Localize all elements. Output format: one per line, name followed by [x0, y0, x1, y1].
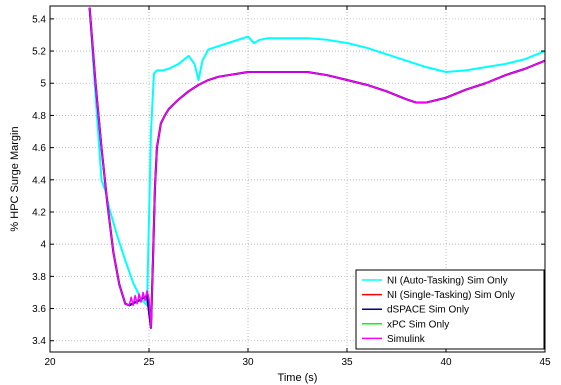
y-tick-label: 5 — [40, 79, 46, 90]
x-tick-label: 25 — [143, 357, 155, 368]
x-tick-label: 35 — [341, 357, 353, 368]
y-tick-label: 3.4 — [32, 336, 46, 347]
y-tick-label: 4.2 — [32, 207, 46, 218]
x-tick-label: 40 — [440, 357, 452, 368]
legend-entry: NI (Auto-Tasking) Sim Only — [387, 276, 508, 287]
y-tick-label: 3.6 — [32, 304, 46, 315]
y-tick-label: 4 — [40, 240, 46, 251]
x-axis-label: Time (s) — [278, 372, 318, 384]
y-tick-label: 5.4 — [32, 14, 46, 25]
legend-entry: xPC Sim Only — [387, 319, 449, 330]
series-line-4 — [88, 7, 545, 329]
x-tick-label: 20 — [44, 357, 56, 368]
y-tick-label: 5.2 — [32, 47, 46, 58]
y-tick-label: 3.8 — [32, 272, 46, 283]
series-line-0 — [88, 7, 545, 307]
plot-frame — [49, 5, 546, 353]
y-tick-label: 4.4 — [32, 175, 46, 186]
axis-ticks: 20 25 30 35 40 45 3.4 3.6 3.8 4 4.2 4.4 4.6 4.8 5 5.2 5.… — [32, 6, 551, 368]
legend-box — [355, 269, 545, 350]
y-tick-label: 4.6 — [32, 143, 46, 154]
series-lines — [88, 7, 545, 329]
x-tick-label: 30 — [242, 357, 254, 368]
legend-entry: NI (Single-Tasking) Sim Only — [387, 290, 515, 301]
legend-entry: Simulink — [387, 334, 426, 345]
legend-entry: dSPACE Sim Only — [387, 305, 469, 316]
legend: NI (Auto-Tasking) Sim Only NI (Single-Tas… — [355, 269, 545, 350]
y-tick-label: 4.8 — [32, 111, 46, 122]
x-tick-label: 45 — [539, 357, 551, 368]
y-axis-label: % HPC Surge Margin — [9, 126, 21, 231]
